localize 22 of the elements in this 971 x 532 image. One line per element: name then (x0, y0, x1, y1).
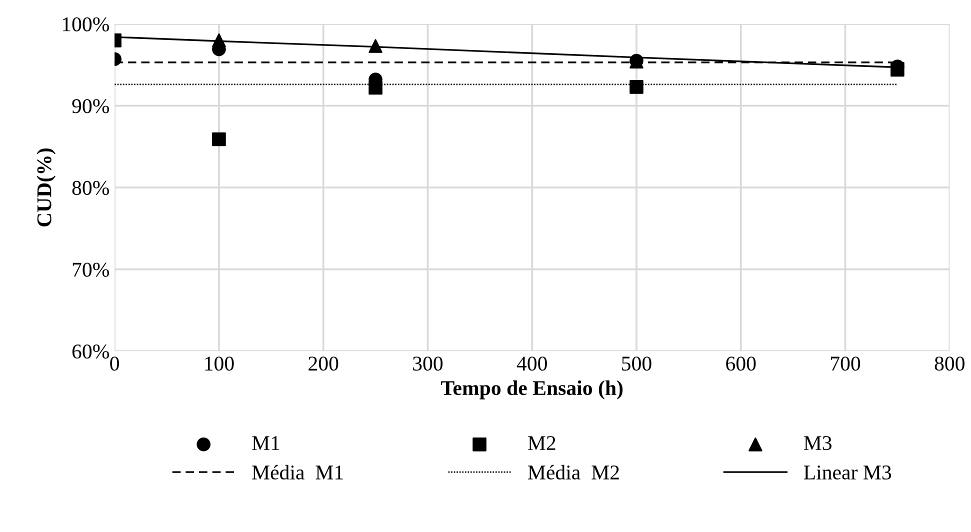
legend-label: Média M2 (528, 464, 619, 480)
legend-label: Média M1 (252, 464, 343, 480)
y-tick-label: 80% (72, 180, 110, 196)
y-tick-label: 70% (72, 262, 110, 277)
legend-label: M1 (252, 436, 280, 450)
x-tick-label: 100 (205, 356, 234, 371)
x-tick-label: 800 (934, 356, 964, 371)
x-tick-label: 200 (308, 356, 338, 371)
legend-label: M3 (804, 436, 832, 450)
x-tick-label: 700 (831, 356, 860, 371)
x-tick-label: 0 (110, 356, 119, 371)
y-axis-title: CUD(%) (36, 148, 56, 226)
y-tick-label: 90% (72, 99, 110, 114)
y-tick-label: 60% (72, 344, 110, 359)
x-tick-label: 300 (413, 356, 443, 371)
legend-label: Linear M3 (804, 466, 892, 480)
x-tick-label: 600 (726, 356, 756, 371)
legend-label: M2 (528, 436, 556, 450)
x-axis-title: Tempo de Ensaio (h) (441, 380, 623, 400)
x-tick-label: 400 (516, 356, 547, 371)
y-tick-label: 100% (62, 17, 110, 32)
x-tick-label: 500 (622, 356, 652, 371)
